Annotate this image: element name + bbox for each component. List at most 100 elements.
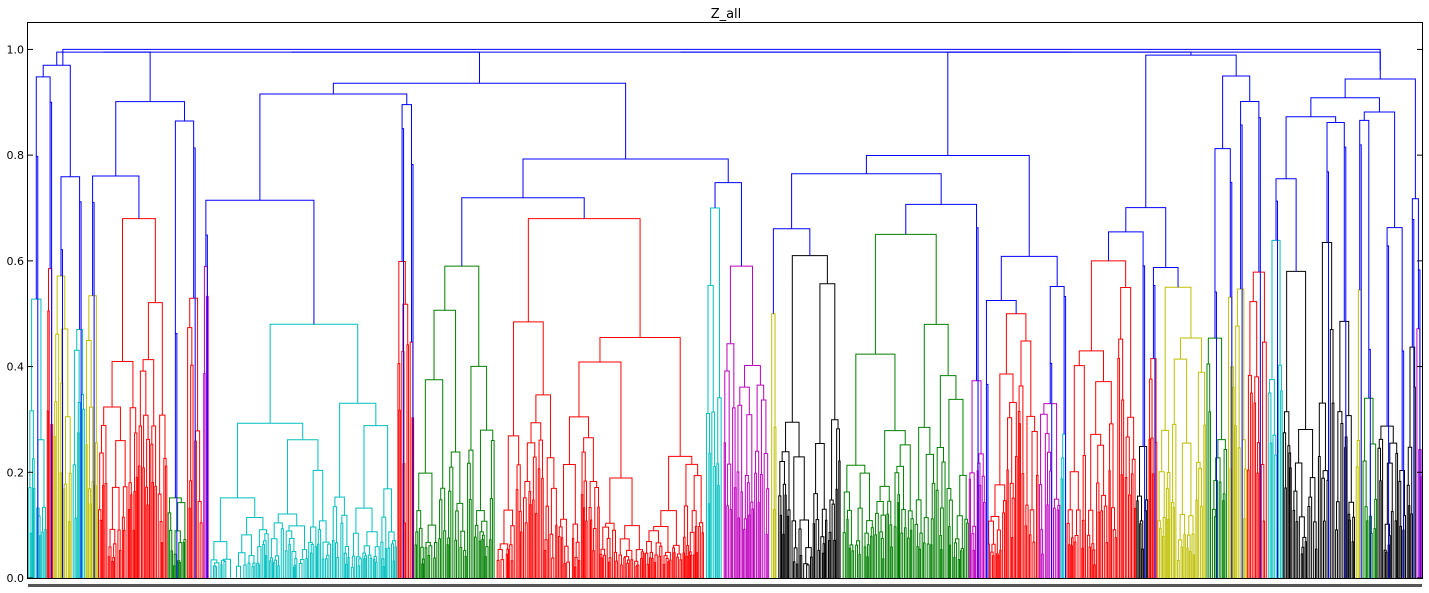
- dendrogram-link: [372, 558, 376, 578]
- dendrogram-link: [1411, 198, 1419, 270]
- dendrogram-link: [870, 535, 873, 578]
- dendrogram-link: [859, 472, 870, 521]
- dendrogram-link: [668, 455, 693, 511]
- dendrogram-link: [1170, 502, 1175, 578]
- dendrogram-link: [1364, 397, 1374, 462]
- dendrogram-link: [33, 487, 36, 578]
- dendrogram-link: [1214, 516, 1217, 578]
- dendrogram-link: [439, 499, 443, 578]
- dendrogram-link: [1006, 469, 1009, 578]
- dendrogram-link: [968, 478, 971, 578]
- dendrogram-link: [199, 522, 203, 578]
- dendrogram-link: [781, 451, 790, 510]
- dendrogram-link: [729, 265, 753, 366]
- dendrogram-link: [497, 549, 503, 561]
- dendrogram-link: [1120, 286, 1132, 418]
- dendrogram-link: [214, 566, 218, 578]
- dendrogram-link: [1141, 548, 1144, 578]
- dendrogram-link: [1000, 255, 1058, 301]
- dendrogram-link: [428, 545, 433, 578]
- dendrogram-link: [213, 565, 217, 578]
- dendrogram-link: [855, 544, 859, 578]
- dendrogram-link: [1343, 146, 1347, 578]
- dendrogram-link: [524, 522, 528, 578]
- dendrogram-link: [398, 261, 406, 364]
- dendrogram-link: [972, 525, 977, 578]
- dendrogram-link: [640, 558, 643, 578]
- dendrogram-link: [1294, 462, 1303, 517]
- dendrogram-link: [142, 467, 145, 578]
- dendrogram-link: [1018, 423, 1021, 578]
- dendrogram-link: [995, 553, 999, 578]
- dendrogram-link: [392, 540, 397, 548]
- chart-title: Z_all: [711, 7, 742, 22]
- dendrogram-link: [708, 452, 711, 578]
- dendrogram-link: [449, 466, 454, 578]
- dendrogram-link: [1067, 509, 1073, 538]
- dendrogram-link: [1164, 286, 1192, 431]
- dendrogram-link: [1124, 476, 1128, 578]
- dendrogram-link: [729, 509, 732, 578]
- dendrogram-link: [896, 502, 900, 578]
- dendrogram-link: [277, 513, 298, 526]
- dendrogram-link: [791, 173, 942, 229]
- dendrogram-link: [1114, 537, 1117, 578]
- dendrogram-link: [1162, 517, 1166, 578]
- dendrogram-link: [1289, 467, 1292, 578]
- dendrogram-link: [205, 199, 315, 325]
- dendrogram-link: [285, 530, 293, 551]
- dendrogram-link: [1269, 379, 1275, 436]
- dendrogram-link: [737, 517, 740, 578]
- dendrogram-link: [499, 543, 509, 550]
- dendrogram-link: [291, 551, 297, 578]
- dendrogram-link: [484, 556, 487, 578]
- dendrogram-link: [1097, 511, 1101, 578]
- dendrogram-link: [971, 380, 982, 473]
- dendrogram-link: [1095, 381, 1112, 435]
- dendrogram-link: [1041, 553, 1044, 578]
- dendrogram-link: [1250, 392, 1253, 578]
- dendrogram-link: [427, 524, 437, 543]
- dendrogram-link: [960, 548, 964, 578]
- dendrogram-link: [939, 375, 957, 448]
- dendrogram-link: [286, 439, 319, 515]
- dendrogram-link: [903, 527, 907, 578]
- dendrogram-link: [273, 522, 283, 539]
- dendrogram-link: [134, 432, 138, 492]
- dendrogram-link: [1088, 546, 1092, 578]
- dendrogram-link: [1088, 509, 1094, 544]
- dendrogram-link: [151, 481, 154, 578]
- dendrogram-link: [838, 460, 841, 578]
- dendrogram-link: [1214, 291, 1217, 578]
- dendrogram-link: [197, 500, 202, 578]
- dendrogram-link: [710, 207, 720, 398]
- dendrogram-link: [1128, 494, 1131, 578]
- dendrogram-link: [543, 550, 547, 578]
- dendrogram-link: [999, 549, 1002, 578]
- dendrogram-link: [1139, 520, 1144, 550]
- dendrogram-link: [930, 544, 933, 578]
- dendrogram-link: [613, 551, 618, 578]
- dendrogram-link: [1021, 473, 1025, 578]
- dendrogram-link: [635, 549, 643, 562]
- dendrogram-link: [583, 507, 586, 578]
- dendrogram-link: [170, 550, 173, 578]
- dendrogram-link: [77, 432, 80, 578]
- dendrogram-link: [1082, 455, 1086, 578]
- dendrogram-link: [256, 562, 260, 578]
- leaf-ticks: [28, 584, 1422, 587]
- dendrogram-link: [1078, 350, 1104, 382]
- dendrogram-link: [1026, 415, 1036, 506]
- dendrogram-link: [127, 509, 131, 578]
- dendrogram-link: [421, 563, 424, 578]
- dendrogram-link: [863, 546, 867, 578]
- dendrogram-link: [726, 343, 735, 408]
- dendrogram-link: [1172, 506, 1175, 578]
- dendrogram-link: [856, 540, 861, 555]
- dendrogram-link: [923, 517, 929, 545]
- dendrogram-link: [1133, 507, 1137, 578]
- dendrogram-link: [223, 560, 227, 578]
- dendrogram-link: [842, 532, 846, 578]
- dendrogram-link: [468, 499, 472, 578]
- dendrogram-link: [1060, 478, 1063, 578]
